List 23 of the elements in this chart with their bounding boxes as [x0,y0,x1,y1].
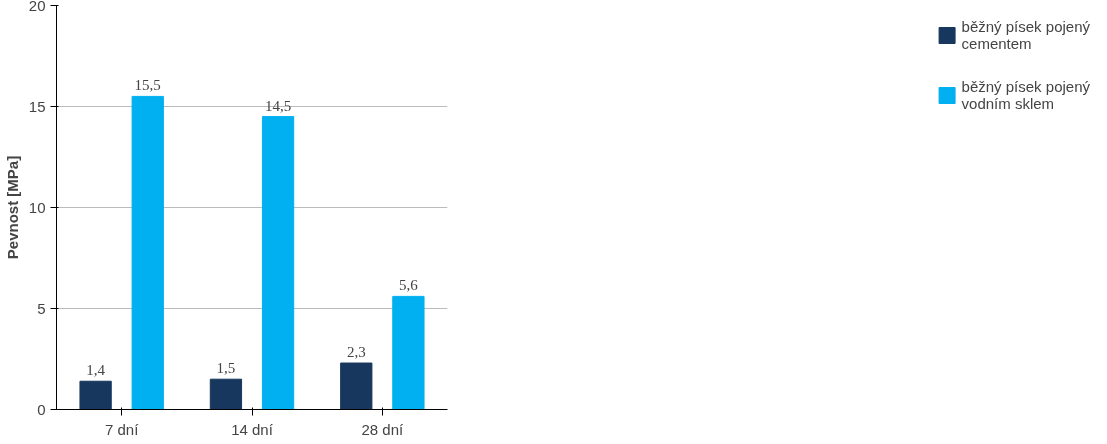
legend-label: běžný písek pojený vodním sklem [961,77,1090,114]
y-tick-label: 10 [28,198,46,216]
bar [79,380,112,410]
x-tick-label: 14 dní [231,420,274,438]
bar [261,116,295,410]
y-tick-label: 5 [37,299,46,317]
bar [131,95,164,410]
data-label: 1,5 [216,360,236,377]
data-label: 14,5 [264,97,292,114]
y-axis-title: Pevnost [MPa] [3,155,21,260]
y-tick-label: 0 [37,400,46,418]
bar [392,295,425,410]
data-label: 2,3 [346,344,366,361]
data-label: 15,5 [134,77,161,94]
bar [209,378,243,410]
y-tick-label: 15 [28,97,46,115]
x-tick-label: 28 dní [361,420,405,438]
x-tick-label: 7 dní [104,420,140,438]
data-label: 5,6 [399,277,419,294]
data-label: 1,4 [86,362,106,379]
legend-label: běžný písek pojený cementem [961,17,1090,54]
bar [340,362,373,410]
y-tick-label: 20 [28,0,46,14]
